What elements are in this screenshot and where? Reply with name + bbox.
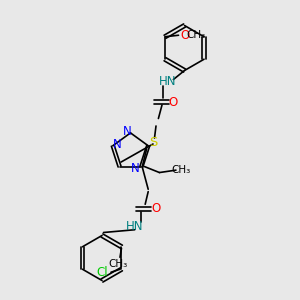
Text: O: O xyxy=(181,29,190,42)
Text: O: O xyxy=(151,202,160,215)
Text: CH₃: CH₃ xyxy=(172,164,191,175)
Text: CH₃: CH₃ xyxy=(109,259,128,269)
Text: HN: HN xyxy=(159,75,177,88)
Text: S: S xyxy=(149,136,157,149)
Text: O: O xyxy=(169,95,178,109)
Text: N: N xyxy=(122,125,131,138)
Text: CH₃: CH₃ xyxy=(186,30,206,40)
Text: HN: HN xyxy=(126,220,143,233)
Text: Cl: Cl xyxy=(96,266,108,279)
Text: N: N xyxy=(131,161,140,175)
Text: N: N xyxy=(113,138,122,151)
